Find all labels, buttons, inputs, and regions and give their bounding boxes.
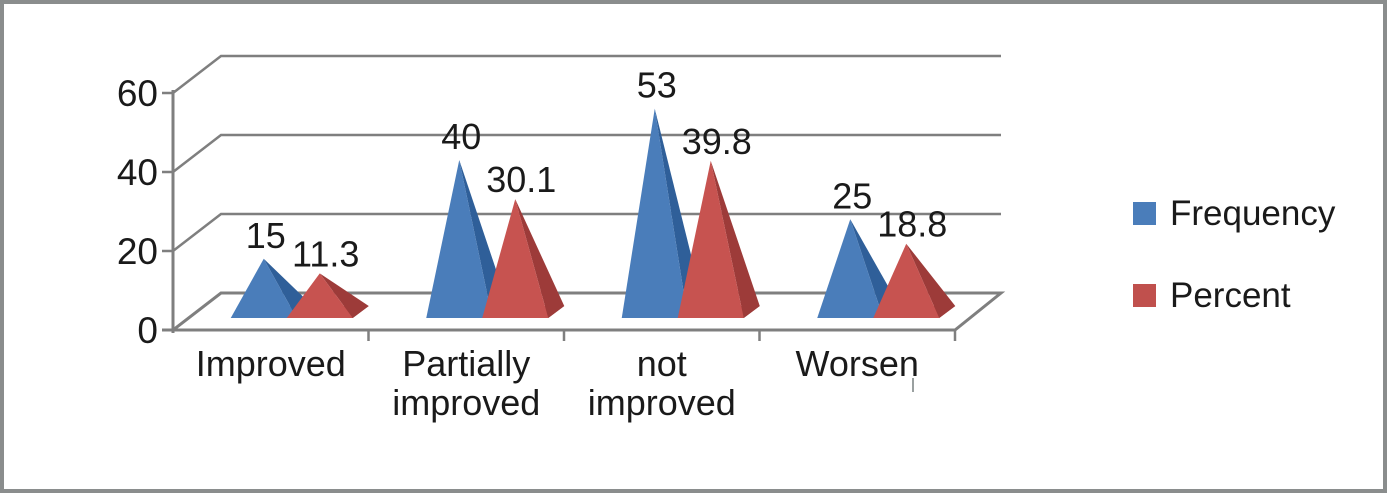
data-label-percent-2: 39.8 (682, 121, 752, 162)
data-label-percent-0: 11.3 (292, 233, 359, 274)
legend-item-percent: Percent (1133, 278, 1335, 313)
pyramid-front-percent-0 (286, 273, 353, 318)
pyramid-side-percent-2 (710, 160, 760, 318)
x-category-label-2: not improved (588, 343, 736, 423)
legend-item-frequency: Frequency (1133, 196, 1335, 231)
legend-swatch-percent-icon (1133, 284, 1156, 307)
gridline-20 (162, 212, 1001, 253)
legend-label-frequency: Frequency (1170, 194, 1336, 233)
legend-label-percent: Percent (1170, 276, 1291, 315)
pyramid-side-percent-3 (906, 243, 956, 318)
x-category-label-0: Improved (196, 343, 346, 384)
pyramid-front-percent-1 (482, 199, 549, 318)
data-label-frequency-3: 25 (832, 175, 872, 216)
pyramid-front-frequency-0 (230, 258, 297, 318)
data-label-percent-1: 30.1 (486, 159, 556, 200)
pyramid-front-frequency-1 (426, 160, 493, 318)
pyramid-side-percent-0 (319, 273, 369, 318)
legend: Frequency Percent (1133, 196, 1335, 313)
gridline-40 (162, 133, 1001, 174)
data-label-frequency-1: 40 (441, 116, 481, 157)
gridline-60 (162, 54, 1001, 95)
chart-floor (162, 291, 1006, 332)
y-tick-label-20: 20 (117, 231, 158, 272)
y-tick-label-0: 0 (137, 310, 158, 351)
data-label-frequency-2: 53 (637, 65, 677, 106)
pyramid-side-percent-1 (515, 199, 565, 318)
pyramid-front-frequency-2 (621, 108, 688, 319)
legend-swatch-frequency-icon (1133, 202, 1156, 225)
data-label-percent-3: 18.8 (877, 204, 947, 245)
y-tick-label-40: 40 (117, 152, 158, 193)
y-tick-label-60: 60 (117, 73, 158, 114)
x-category-label-1: Partially improved (392, 343, 540, 423)
pyramid-front-percent-2 (677, 160, 744, 318)
data-label-frequency-0: 15 (246, 215, 286, 256)
x-category-label-3: Worsen (796, 343, 919, 384)
pyramid-front-frequency-3 (817, 219, 884, 318)
pyramid-front-percent-3 (873, 243, 940, 318)
